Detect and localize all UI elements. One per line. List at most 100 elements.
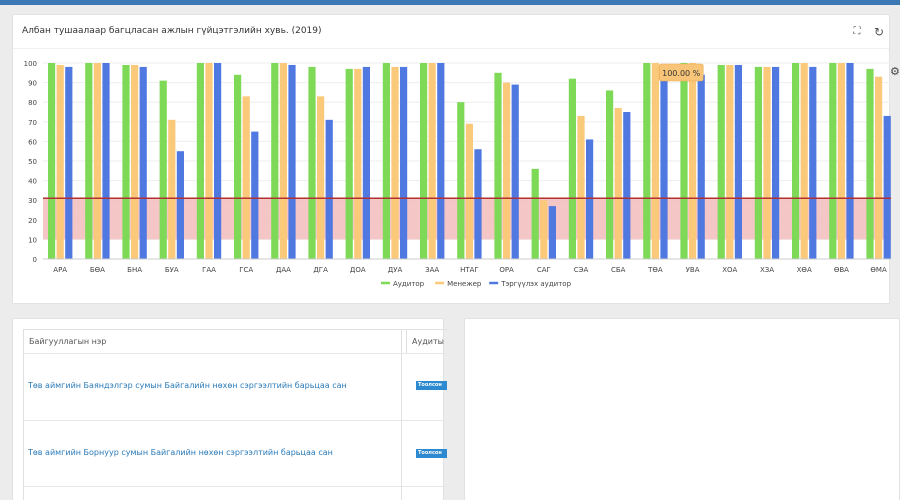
- organization-table: Байгууллагын нэр Аудиты Төв аймгийн Баян…: [23, 329, 447, 500]
- x-tick-label: ГСА: [239, 266, 253, 274]
- x-tick-label: ХОА: [722, 266, 737, 274]
- expand-icon[interactable]: ⛶: [853, 26, 861, 37]
- bar: [883, 115, 891, 259]
- bar: [772, 66, 780, 259]
- bar: [606, 90, 614, 259]
- bar: [354, 68, 362, 259]
- bar: [131, 64, 139, 260]
- x-tick-label: ДГА: [313, 266, 328, 274]
- y-tick-label: 20: [28, 217, 37, 225]
- bar: [531, 168, 539, 259]
- bar: [159, 80, 167, 259]
- x-tick-label: ӨМА: [870, 266, 887, 274]
- y-tick-label: 50: [28, 158, 37, 166]
- legend-label: Тэргүүлэх аудитор: [500, 280, 571, 288]
- bar: [697, 74, 705, 259]
- bar: [400, 66, 408, 259]
- x-tick-label: САГ: [537, 266, 551, 274]
- table-row-name[interactable]: Төв аймгийн Борнуур сумын Байгалийн нөхө…: [28, 448, 333, 457]
- bar: [474, 149, 482, 259]
- chart-panel: Албан тушаалаар багцласан ажлын гүйцэтгэ…: [12, 14, 891, 304]
- tooltip-label: 100.00 %: [662, 69, 701, 78]
- bar: [763, 66, 771, 259]
- bar: [792, 63, 800, 259]
- bar: [234, 74, 242, 259]
- bar: [65, 66, 73, 259]
- refresh-icon[interactable]: ↻: [873, 25, 885, 39]
- x-tick-label: ӨВА: [834, 266, 849, 274]
- x-tick-label: БНА: [127, 266, 142, 274]
- bar: [56, 64, 64, 260]
- bar: [643, 63, 651, 259]
- bar: [325, 119, 333, 259]
- bar: [457, 102, 465, 259]
- panel-header-divider: [13, 48, 889, 49]
- y-tick-label: 70: [28, 119, 37, 127]
- bar: [494, 72, 502, 259]
- bar: [308, 66, 316, 259]
- bar: [754, 66, 762, 259]
- bar: [251, 131, 259, 259]
- bar: [680, 63, 688, 259]
- chart-panel-title: Албан тушаалаар багцласан ажлын гүйцэтгэ…: [22, 26, 322, 36]
- bar: [503, 82, 511, 259]
- bar: [85, 63, 93, 259]
- tooltip: [658, 63, 704, 82]
- gear-icon[interactable]: ⚙: [890, 65, 900, 78]
- bar: [800, 63, 808, 259]
- y-tick-label: 100: [24, 60, 37, 68]
- bar: [102, 63, 110, 259]
- x-tick-label: ГАА: [202, 266, 216, 274]
- table-panel: Байгууллагын нэр Аудиты Төв аймгийн Баян…: [12, 318, 447, 500]
- x-tick-label: ХӨА: [797, 266, 812, 274]
- top-accent-bar: [0, 0, 900, 5]
- bar: [428, 63, 436, 259]
- x-tick-label: ЗАА: [425, 266, 439, 274]
- x-tick-label: АРА: [53, 266, 67, 274]
- y-tick-label: 0: [33, 256, 37, 264]
- bar: [651, 63, 659, 259]
- bar: [846, 63, 854, 259]
- y-tick-label: 90: [28, 80, 37, 88]
- bar: [271, 63, 279, 259]
- x-tick-label: СБА: [611, 266, 626, 274]
- x-tick-label: ТӨА: [647, 266, 663, 274]
- y-tick-label: 30: [28, 197, 37, 205]
- bar: [176, 151, 184, 259]
- bar: [345, 68, 353, 259]
- bar: [196, 63, 204, 259]
- table-row-name[interactable]: Төв аймгийн Баяндэлгэр сумын Байгалийн н…: [28, 381, 347, 390]
- x-tick-label: СЭА: [574, 266, 589, 274]
- x-tick-label: БУА: [165, 266, 179, 274]
- bar: [689, 63, 697, 259]
- y-tick-label: 40: [28, 178, 37, 186]
- bar: [623, 112, 631, 259]
- bar: [465, 123, 473, 259]
- bar: [726, 64, 734, 260]
- bar: [205, 63, 213, 259]
- bar: [288, 64, 296, 260]
- x-tick-label: ДАА: [276, 266, 291, 274]
- bar: [829, 63, 837, 259]
- legend-label: Аудитор: [393, 280, 425, 288]
- bar: [362, 66, 370, 259]
- bar: [614, 108, 622, 259]
- column-divider: [401, 330, 402, 500]
- bar: [122, 64, 130, 260]
- column-header-auditor[interactable]: Аудиты: [406, 330, 446, 353]
- bar: [139, 66, 147, 259]
- x-tick-label: ДОА: [350, 266, 366, 274]
- empty-panel: [464, 318, 900, 500]
- bar: [279, 63, 287, 259]
- x-tick-label: ДУА: [388, 266, 403, 274]
- x-tick-label: НТАГ: [460, 266, 479, 274]
- bar: [420, 63, 428, 259]
- y-tick-label: 80: [28, 99, 37, 107]
- bar: [586, 139, 594, 259]
- bar: [837, 63, 845, 259]
- bar: [717, 64, 725, 260]
- x-tick-label: ХЗА: [760, 266, 774, 274]
- y-tick-label: 10: [28, 236, 37, 244]
- column-header-name[interactable]: Байгууллагын нэр: [29, 337, 107, 346]
- bar: [391, 66, 399, 259]
